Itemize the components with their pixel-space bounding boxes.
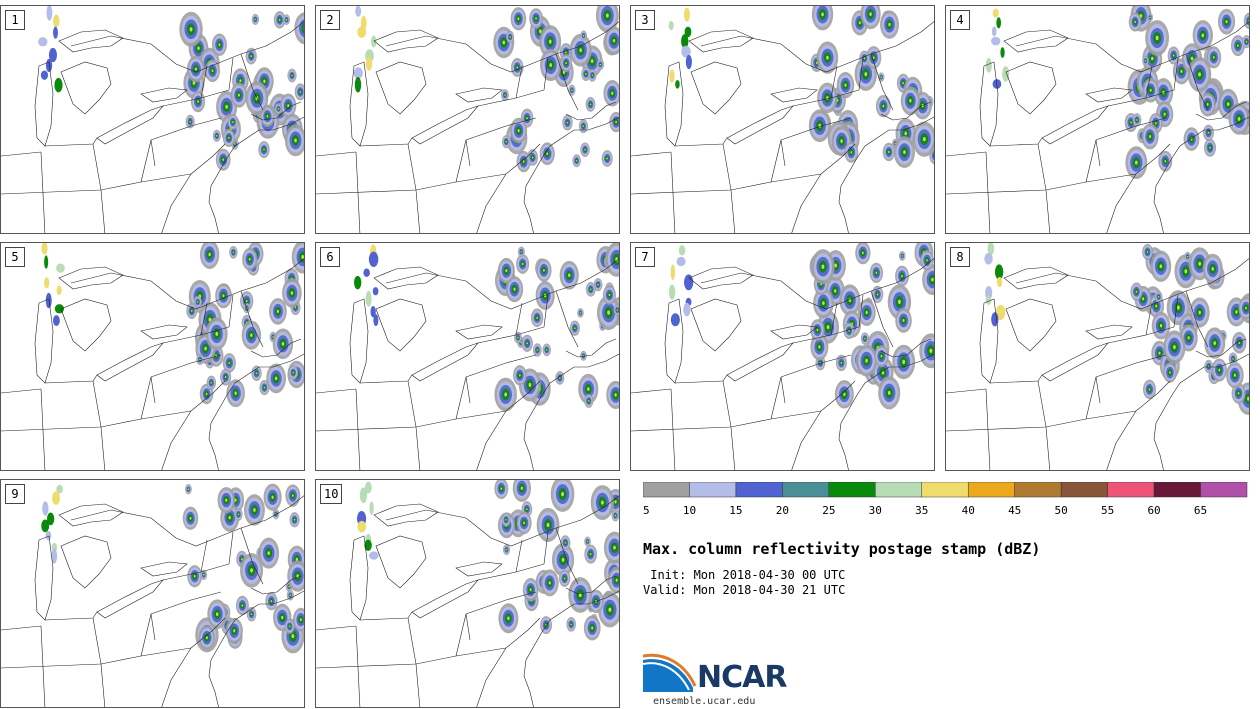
reflectivity-map	[316, 480, 619, 707]
site-url: ensemble.ucar.edu	[653, 696, 756, 707]
colorbar-tick-label: 45	[1008, 504, 1021, 517]
colorbar-bin	[875, 482, 923, 498]
colorbar-bin	[828, 482, 876, 498]
colorbar-tick-label: 5	[643, 504, 650, 517]
member-label: 9	[5, 484, 25, 504]
colorbar-tick-label: 35	[915, 504, 928, 517]
colorbar-tick-label: 60	[1147, 504, 1160, 517]
colorbar-bin	[1060, 482, 1108, 498]
reflectivity-map	[946, 243, 1249, 470]
member-panel-1: 1	[0, 5, 305, 234]
reflectivity-map	[316, 243, 619, 470]
colorbar-tick-label: 65	[1194, 504, 1207, 517]
member-label: 10	[320, 484, 343, 504]
colorbar-bin	[967, 482, 1015, 498]
colorbar-bin	[735, 482, 783, 498]
member-label: 1	[5, 10, 25, 30]
colorbar-tick-label: 50	[1055, 504, 1068, 517]
colorbar-tick-label: 40	[962, 504, 975, 517]
colorbar-bin	[1200, 482, 1248, 498]
member-panel-8: 8	[945, 242, 1250, 471]
colorbar-tick-label: 15	[729, 504, 742, 517]
reflectivity-map	[946, 6, 1249, 233]
member-panel-7: 7	[630, 242, 935, 471]
member-panel-5: 5	[0, 242, 305, 471]
member-panel-2: 2	[315, 5, 620, 234]
member-label: 4	[950, 10, 970, 30]
colorbar-bin	[689, 482, 737, 498]
member-label: 5	[5, 247, 25, 267]
reflectivity-map	[1, 483, 304, 707]
reflectivity-map	[631, 243, 934, 470]
plot-title: Max. column reflectivity postage stamp (…	[643, 540, 1041, 558]
member-panel-9: 9	[0, 479, 305, 708]
init-time: Init: Mon 2018-04-30 00 UTC	[643, 568, 846, 582]
colorbar-bin	[1014, 482, 1062, 498]
colorbar-bin	[782, 482, 830, 498]
reflectivity-map	[1, 243, 304, 470]
member-label: 7	[635, 247, 655, 267]
colorbar-tick-label: 30	[869, 504, 882, 517]
colorbar-bin	[1153, 482, 1201, 498]
valid-time: Valid: Mon 2018-04-30 21 UTC	[643, 583, 846, 597]
reflectivity-map	[316, 6, 619, 233]
reflectivity-map	[631, 6, 934, 233]
colorbar-bin	[921, 482, 969, 498]
colorbar-bin	[1107, 482, 1155, 498]
reflectivity-colorbar: 5 10 15 20 25 30 35 40 45 50 55 60 65	[643, 482, 1248, 517]
colorbar-tick-label: 10	[683, 504, 696, 517]
ncar-logo-icon	[643, 653, 697, 692]
colorbar-bin	[643, 482, 690, 498]
member-label: 6	[320, 247, 340, 267]
member-label: 8	[950, 247, 970, 267]
colorbar-tick-label: 25	[822, 504, 835, 517]
ncar-logo-text: NCAR	[697, 660, 787, 695]
member-panel-3: 3	[630, 5, 935, 234]
member-label: 2	[320, 10, 340, 30]
member-panel-10: 10	[315, 479, 620, 708]
member-panel-4: 4	[945, 5, 1250, 234]
member-panel-6: 6	[315, 242, 620, 471]
reflectivity-map	[1, 6, 304, 233]
member-label: 3	[635, 10, 655, 30]
colorbar-tick-label: 55	[1101, 504, 1114, 517]
colorbar-tick-label: 20	[776, 504, 789, 517]
